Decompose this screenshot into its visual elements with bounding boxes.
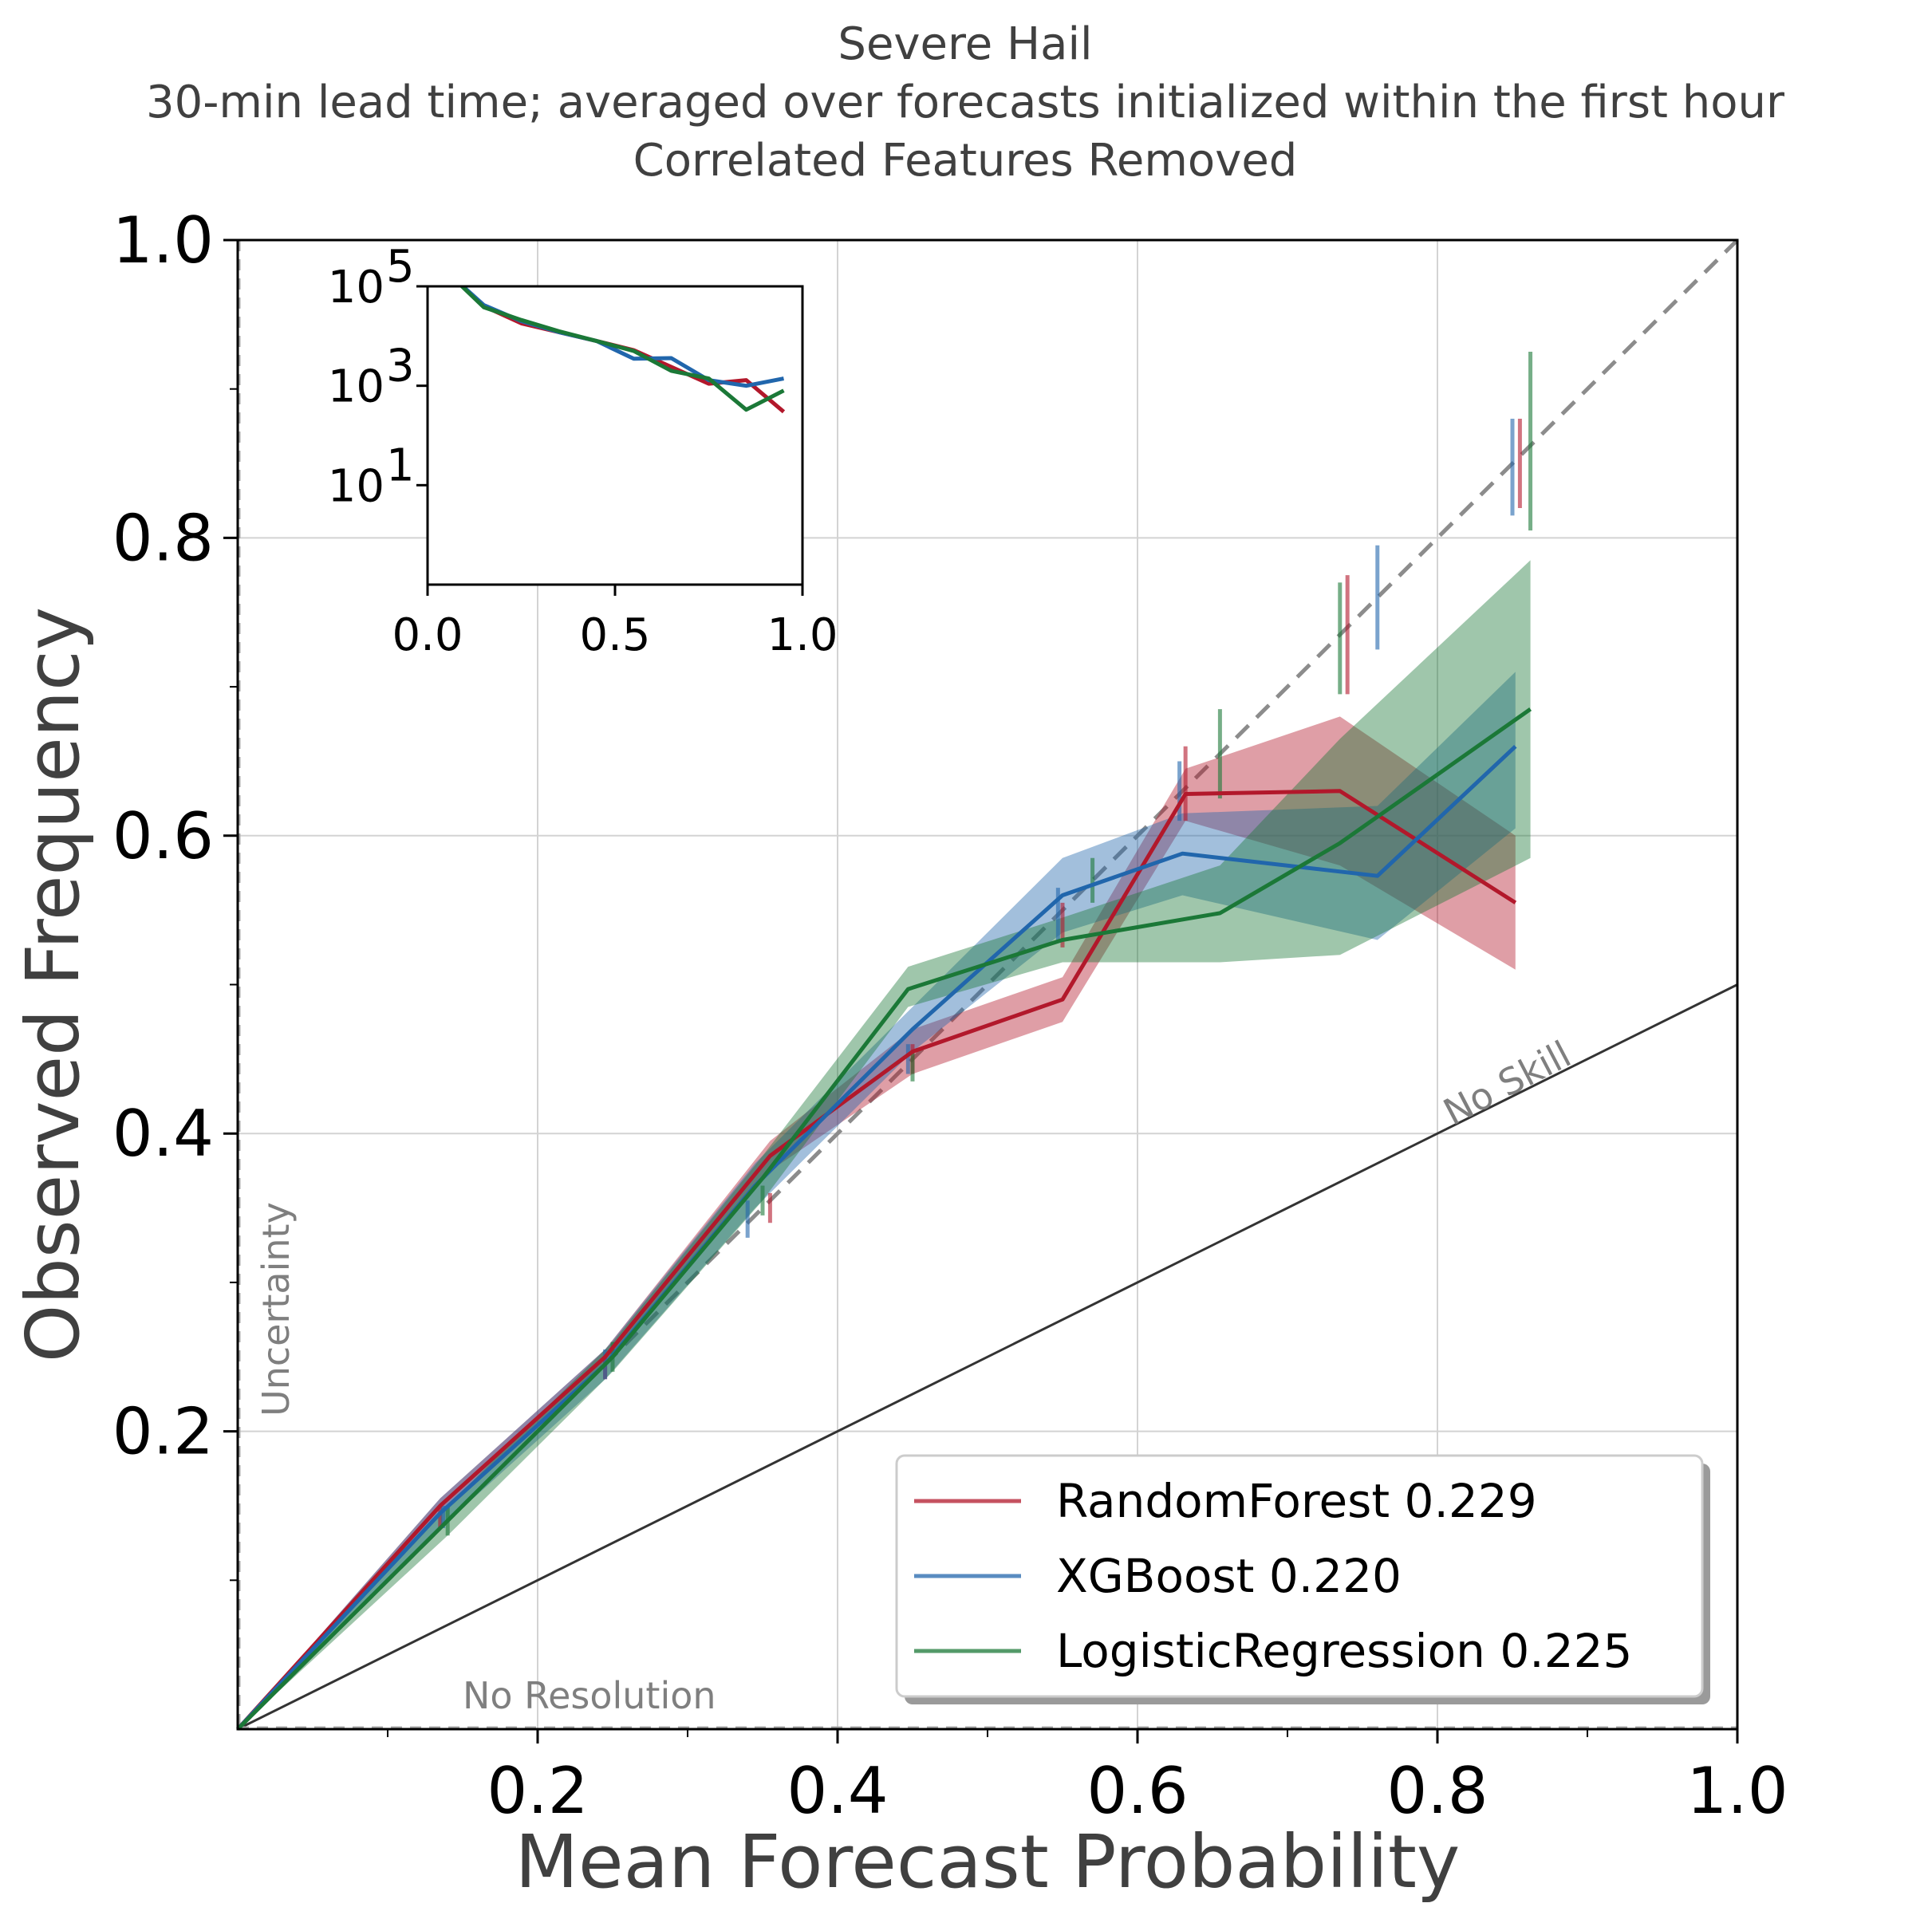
legend-label: LogisticRegression 0.225: [1056, 1624, 1632, 1678]
chart-title: Severe Hail 30-min lead time; averaged ov…: [146, 18, 1785, 187]
inset-y-tick-label: 10: [328, 262, 384, 313]
confidence-bands: [238, 560, 1531, 1729]
inset-background: [428, 286, 802, 585]
x-tick-label: 0.4: [787, 1754, 888, 1828]
x-tick-label: 0.2: [487, 1754, 588, 1828]
legend-box: [895, 1454, 1704, 1698]
legend-label: RandomForest 0.229: [1056, 1474, 1537, 1528]
series-line: [236, 707, 1532, 1731]
axis-ticks: 0.2 0.2 0.4 0.4 0.6 0.6 0.8 0.8 1.0 1.0: [112, 203, 1788, 1828]
series-lines: [236, 707, 1532, 1731]
y-tick-label: 0.2: [112, 1395, 214, 1469]
no-resolution-label: No Resolution: [463, 1674, 716, 1717]
legend-label: XGBoost 0.220: [1056, 1549, 1402, 1603]
y-tick-label: 0.8: [112, 501, 214, 575]
title-line: Severe Hail: [838, 18, 1092, 70]
grid: [238, 240, 1737, 1729]
series-line: [236, 744, 1517, 1731]
no-skill-label: No Skill: [1437, 1032, 1578, 1133]
x-axis-label: Mean Forecast Probability: [515, 1819, 1461, 1905]
inset-y-tick-exponent: 3: [386, 341, 415, 392]
no-skill-line: [237, 983, 1738, 1731]
inset-y-tick-label: 10: [328, 361, 384, 413]
x-tick-label: 1.0: [1686, 1754, 1788, 1828]
inset-series-group: [459, 286, 786, 414]
inset-y-tick-exponent: 5: [386, 241, 415, 293]
confidence-band: [238, 716, 1516, 1729]
title-line: Correlated Features Removed: [633, 135, 1298, 187]
series-line: [236, 789, 1517, 1731]
x-tick-label: 0.8: [1386, 1754, 1488, 1828]
legend: RandomForest 0.229 XGBoost 0.220 LogisticR…: [895, 1454, 1710, 1704]
x-tick-label: 0.6: [1086, 1754, 1188, 1828]
title-line: 30-min lead time; averaged over forecast…: [146, 77, 1785, 128]
y-tick-label: 1.0: [112, 203, 214, 278]
y-axis-label: Observed Frequency: [10, 607, 96, 1362]
uncertainty-label: Uncertainty: [254, 1202, 298, 1416]
inset-x-tick-label: 0.5: [579, 609, 650, 661]
axis-labels: Mean Forecast Probability Observed Freque…: [10, 607, 1460, 1905]
inset-y-tick-label: 10: [328, 460, 384, 512]
inset-y-tick-exponent: 1: [386, 439, 415, 491]
y-tick-label: 0.6: [112, 799, 214, 873]
y-tick-label: 0.4: [112, 1097, 214, 1171]
inset-series-line: [459, 286, 785, 412]
inset-x-tick-label: 1.0: [767, 609, 838, 661]
inset-x-tick-label: 0.0: [392, 609, 463, 661]
